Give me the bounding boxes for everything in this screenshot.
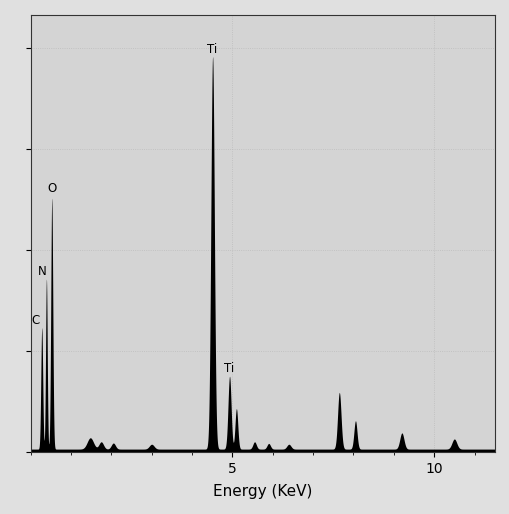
Text: N: N — [38, 265, 46, 279]
Text: C: C — [32, 314, 40, 327]
Text: O: O — [47, 182, 56, 195]
Text: Ti: Ti — [224, 362, 234, 375]
X-axis label: Energy (KeV): Energy (KeV) — [213, 484, 312, 500]
Text: Ti: Ti — [207, 43, 217, 56]
